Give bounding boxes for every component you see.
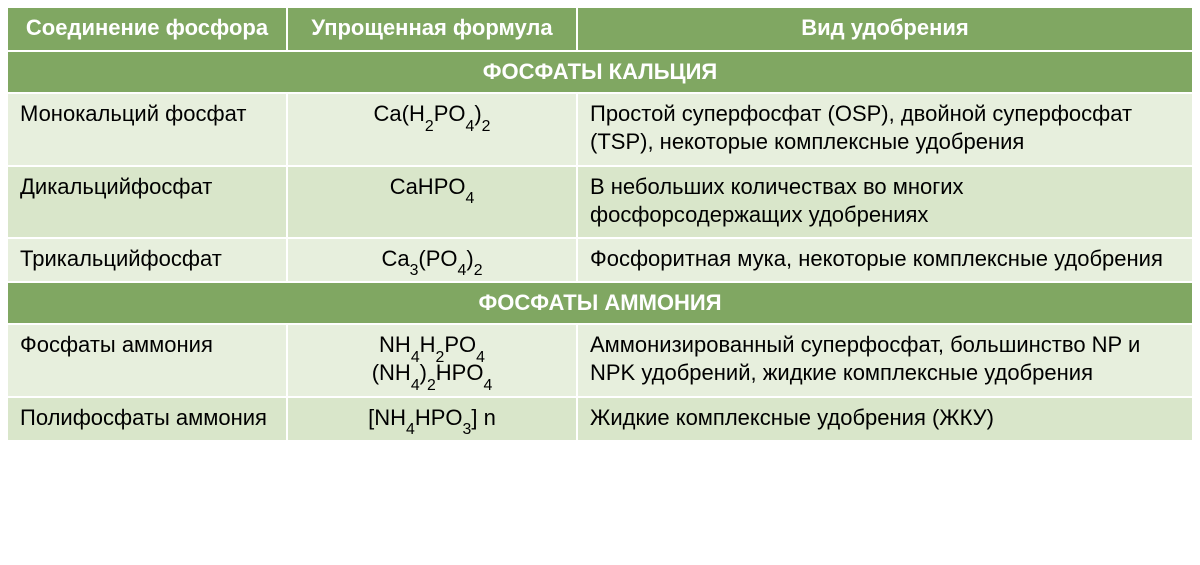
- cell-compound: Дикальцийфосфат: [7, 166, 287, 238]
- cell-fertilizer: Простой суперфосфат (OSP), двойной супер…: [577, 93, 1193, 165]
- cell-formula: [NH4HPO3] n: [287, 397, 577, 441]
- table-container: Соединение фосфора Упрощенная формула Ви…: [0, 0, 1200, 448]
- table-row: ДикальцийфосфатCaHPO4В небольших количес…: [7, 166, 1193, 238]
- cell-formula: Ca(H2PO4)2: [287, 93, 577, 165]
- table-row: ТрикальцийфосфатCa3(PO4)2Фосфоритная мук…: [7, 238, 1193, 282]
- table-row: Полифосфаты аммония[NH4HPO3] nЖидкие ком…: [7, 397, 1193, 441]
- cell-formula: Ca3(PO4)2: [287, 238, 577, 282]
- cell-compound: Фосфаты аммония: [7, 324, 287, 396]
- section-title: ФОСФАТЫ КАЛЬЦИЯ: [7, 51, 1193, 93]
- cell-compound: Полифосфаты аммония: [7, 397, 287, 441]
- cell-fertilizer: Аммонизированный суперфосфат, большинств…: [577, 324, 1193, 396]
- cell-compound: Трикальцийфосфат: [7, 238, 287, 282]
- section-title: ФОСФАТЫ АММОНИЯ: [7, 282, 1193, 324]
- cell-compound: Монокальций фосфат: [7, 93, 287, 165]
- cell-fertilizer: Жидкие комплексные удобрения (ЖКУ): [577, 397, 1193, 441]
- column-header-formula: Упрощенная формула: [287, 7, 577, 51]
- table-row: Фосфаты аммонияNH4H2PO4(NH4)2HPO4Аммониз…: [7, 324, 1193, 396]
- cell-fertilizer: Фосфоритная мука, некоторые комплексные …: [577, 238, 1193, 282]
- column-header-compound: Соединение фосфора: [7, 7, 287, 51]
- cell-formula: CaHPO4: [287, 166, 577, 238]
- cell-fertilizer: В небольших количествах во многих фосфор…: [577, 166, 1193, 238]
- table-row: Монокальций фосфатCa(H2PO4)2Простой супе…: [7, 93, 1193, 165]
- section-header: ФОСФАТЫ АММОНИЯ: [7, 282, 1193, 324]
- table-head: Соединение фосфора Упрощенная формула Ви…: [7, 7, 1193, 51]
- column-header-fertilizer: Вид удобрения: [577, 7, 1193, 51]
- table-body: ФОСФАТЫ КАЛЬЦИЯМонокальций фосфатCa(H2PO…: [7, 51, 1193, 441]
- section-header: ФОСФАТЫ КАЛЬЦИЯ: [7, 51, 1193, 93]
- phosphate-table: Соединение фосфора Упрощенная формула Ви…: [6, 6, 1194, 442]
- cell-formula: NH4H2PO4(NH4)2HPO4: [287, 324, 577, 396]
